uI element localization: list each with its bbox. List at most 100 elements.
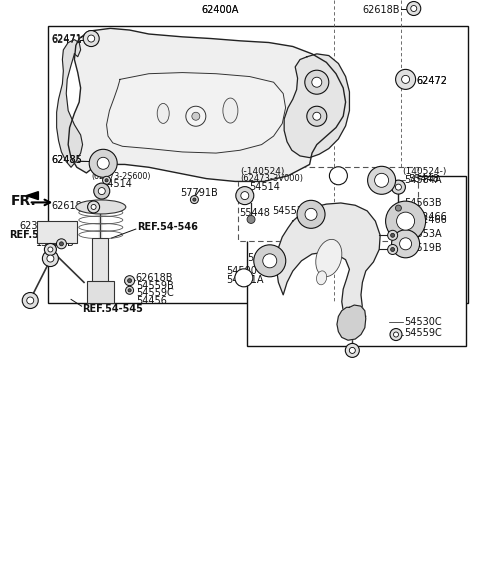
Circle shape	[394, 332, 398, 337]
Text: 62466: 62466	[416, 212, 447, 222]
Circle shape	[388, 230, 397, 240]
Circle shape	[350, 348, 355, 353]
Circle shape	[391, 233, 395, 238]
Text: (140524-): (140524-)	[402, 167, 446, 176]
Circle shape	[236, 187, 254, 205]
Circle shape	[128, 278, 132, 283]
Ellipse shape	[76, 200, 126, 214]
Circle shape	[88, 35, 95, 42]
Text: 54500: 54500	[227, 266, 257, 276]
Circle shape	[350, 348, 355, 353]
Circle shape	[192, 112, 200, 120]
Text: 1339GB: 1339GB	[36, 238, 75, 248]
Circle shape	[305, 208, 317, 221]
Circle shape	[312, 77, 322, 87]
Circle shape	[91, 205, 96, 209]
Bar	[247, 176, 466, 346]
Text: 62618A: 62618A	[52, 201, 89, 211]
Bar	[37, 221, 77, 243]
Circle shape	[47, 255, 54, 262]
Text: 54559C: 54559C	[136, 288, 174, 298]
Text: REF.54-546: REF.54-546	[137, 222, 198, 232]
Circle shape	[345, 344, 360, 357]
Text: 62472: 62472	[416, 75, 447, 86]
Circle shape	[396, 69, 416, 90]
Circle shape	[391, 180, 406, 194]
Text: 62618B: 62618B	[362, 5, 400, 15]
Polygon shape	[107, 73, 286, 153]
Text: 62472: 62472	[416, 76, 447, 86]
Text: REF.54-545: REF.54-545	[83, 304, 144, 314]
Ellipse shape	[316, 239, 342, 277]
Text: 57791B: 57791B	[180, 188, 218, 198]
Text: 54514: 54514	[101, 179, 132, 189]
Circle shape	[347, 344, 358, 357]
Circle shape	[411, 6, 417, 11]
Circle shape	[390, 328, 402, 341]
Circle shape	[235, 269, 253, 287]
Text: 54559C: 54559C	[404, 328, 442, 338]
Text: (62473-3V000): (62473-3V000)	[240, 174, 303, 183]
Polygon shape	[57, 40, 83, 167]
Bar	[92, 238, 108, 286]
Text: 54551D: 54551D	[247, 253, 286, 263]
Text: FR.: FR.	[11, 194, 36, 208]
Polygon shape	[26, 192, 38, 200]
Circle shape	[402, 75, 409, 83]
Text: 54514: 54514	[250, 182, 280, 192]
Text: 54563B: 54563B	[405, 198, 442, 208]
Circle shape	[98, 188, 105, 194]
Circle shape	[407, 2, 421, 15]
Circle shape	[125, 276, 134, 286]
Bar	[87, 281, 114, 303]
Circle shape	[391, 247, 395, 252]
Text: 62322: 62322	[19, 221, 50, 231]
Circle shape	[48, 247, 53, 252]
Text: 54559B: 54559B	[136, 281, 174, 291]
Circle shape	[88, 201, 100, 213]
Ellipse shape	[316, 271, 327, 285]
Bar	[48, 26, 468, 303]
Text: (62473-2S600): (62473-2S600)	[91, 172, 151, 181]
Text: 54552D: 54552D	[273, 206, 312, 216]
Text: 54519B: 54519B	[404, 243, 442, 253]
Circle shape	[297, 200, 325, 229]
Circle shape	[44, 243, 57, 256]
Text: (-140524): (-140524)	[240, 167, 284, 176]
Text: 62400A: 62400A	[202, 5, 239, 15]
Polygon shape	[284, 54, 349, 158]
Text: 54530C: 54530C	[404, 317, 442, 327]
Circle shape	[128, 289, 131, 292]
Circle shape	[42, 251, 59, 266]
Circle shape	[57, 239, 66, 249]
Text: 54501A: 54501A	[227, 274, 264, 285]
Polygon shape	[276, 203, 380, 323]
Circle shape	[396, 184, 401, 190]
Circle shape	[347, 344, 358, 357]
Text: 62485: 62485	[52, 155, 83, 165]
Text: 54584A: 54584A	[405, 175, 442, 185]
Circle shape	[241, 192, 249, 200]
Circle shape	[388, 244, 397, 255]
Polygon shape	[68, 28, 346, 181]
Circle shape	[254, 245, 286, 277]
Circle shape	[374, 174, 389, 187]
Circle shape	[368, 166, 396, 194]
Circle shape	[83, 31, 99, 46]
Circle shape	[89, 149, 117, 177]
Circle shape	[27, 297, 34, 304]
Circle shape	[396, 212, 415, 230]
Text: 62400A: 62400A	[202, 5, 239, 15]
Circle shape	[392, 230, 420, 258]
Circle shape	[97, 157, 109, 170]
Circle shape	[60, 242, 63, 246]
Circle shape	[396, 205, 401, 211]
Circle shape	[94, 183, 110, 199]
Text: 54553A: 54553A	[404, 229, 442, 239]
Circle shape	[313, 112, 321, 120]
Text: 54456: 54456	[136, 295, 167, 306]
Ellipse shape	[223, 98, 238, 123]
Text: 62618B: 62618B	[136, 273, 173, 283]
Text: A: A	[240, 273, 247, 282]
Circle shape	[263, 254, 277, 268]
